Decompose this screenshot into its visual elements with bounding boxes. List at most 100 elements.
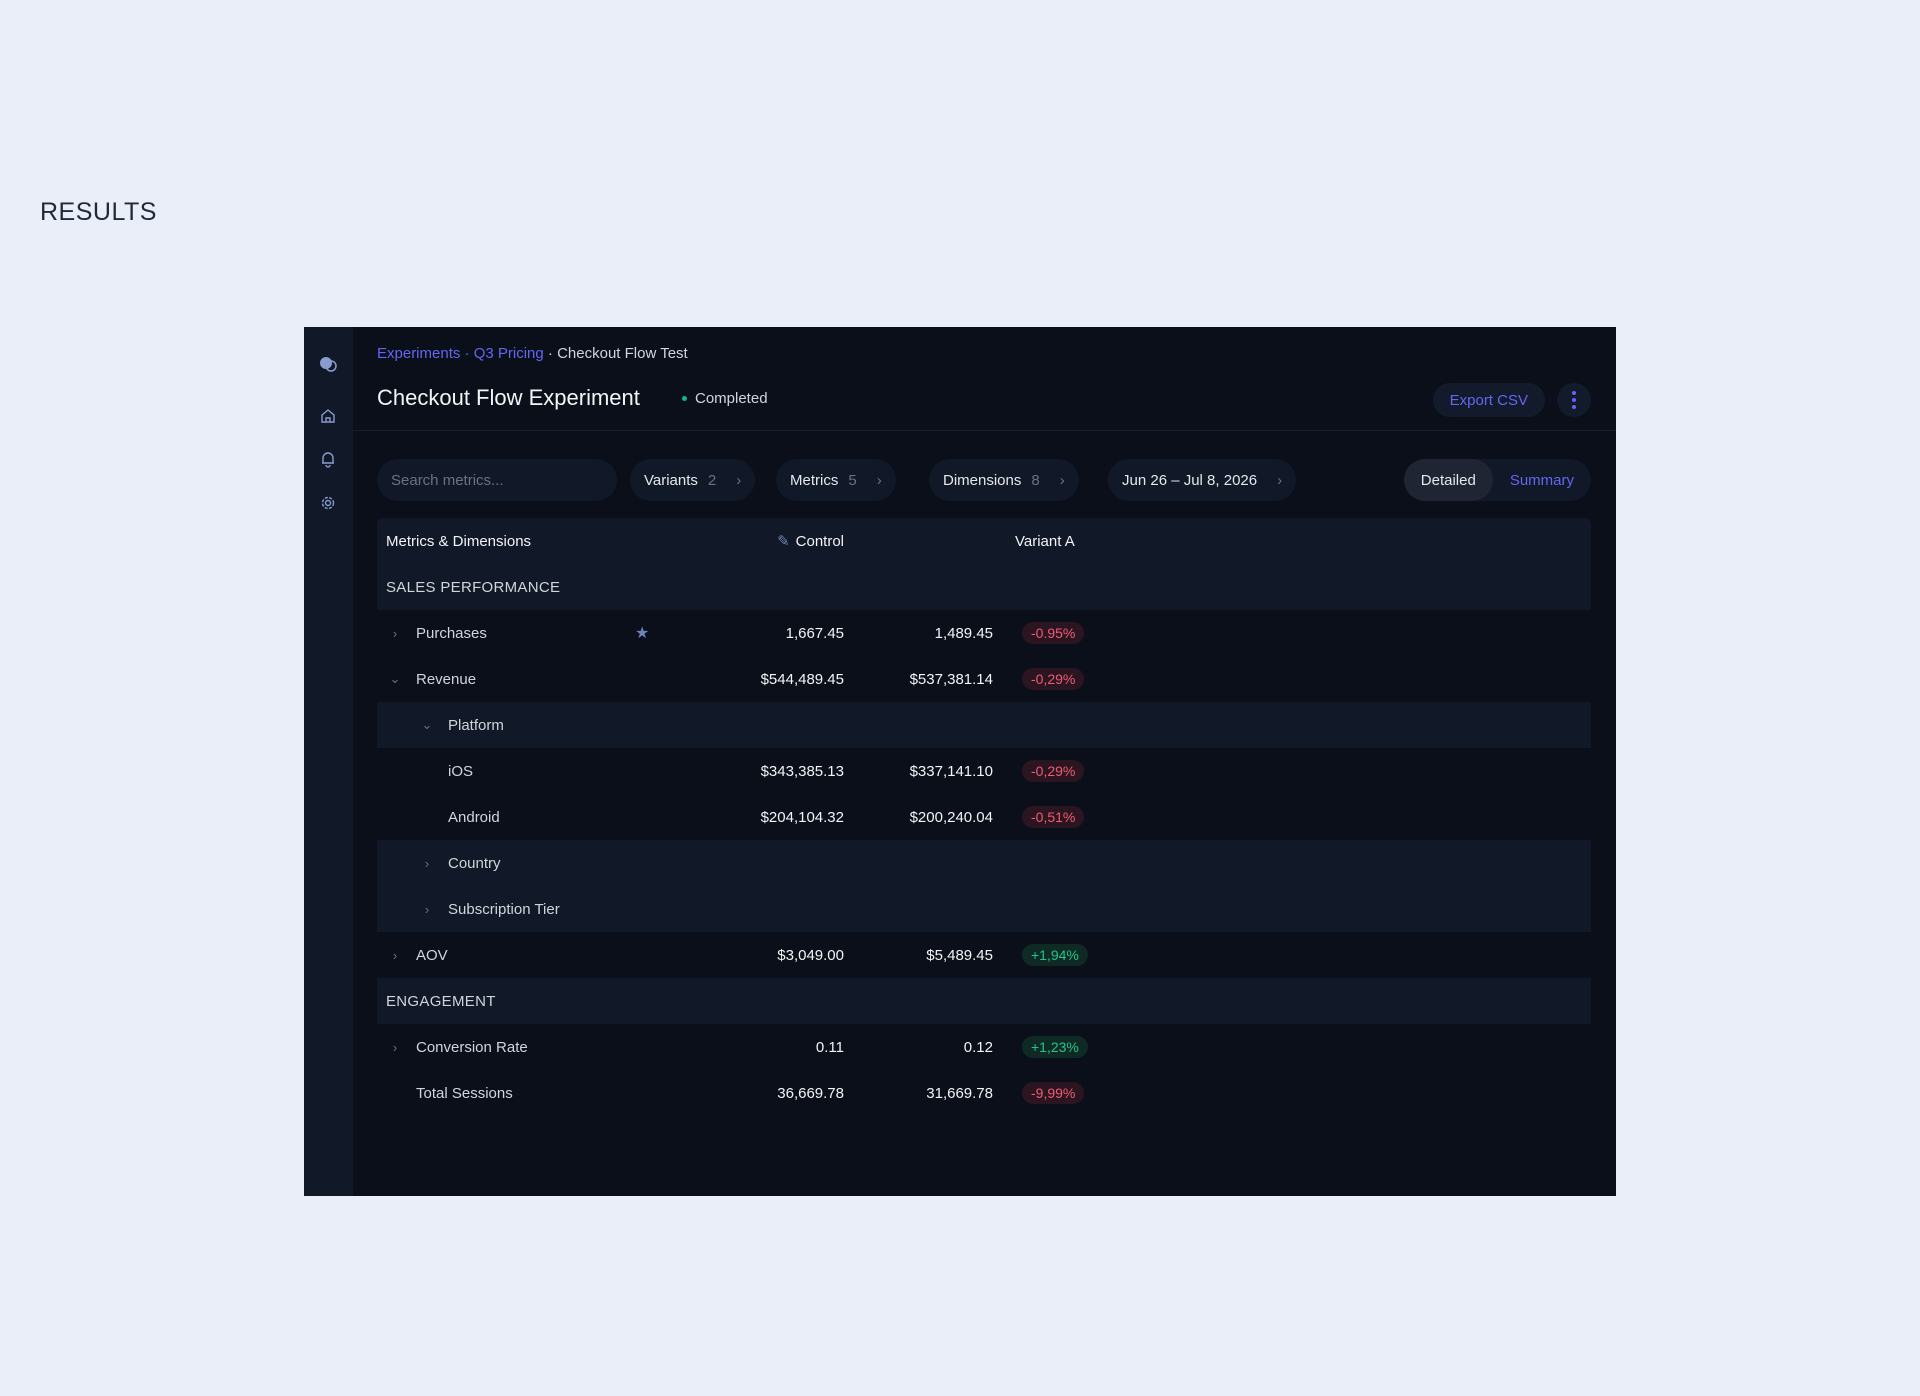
delta-badge: -0,51%: [1022, 806, 1085, 828]
control-value: 0.11: [815, 1038, 844, 1056]
delta-badge: -9,99%: [1022, 1082, 1085, 1104]
results-table: Metrics & Dimensions ✎ Control Variant A …: [377, 518, 1591, 1116]
table-row[interactable]: iOS $343,385.13 $337,141.10 -0,29%: [377, 748, 1591, 794]
variant-a-value: $5,489.45: [926, 946, 993, 964]
chevron-right-icon: ›: [736, 471, 742, 489]
row-label: Android: [448, 808, 500, 826]
section-label: ENGAGEMENT: [386, 992, 496, 1010]
control-value: $204,104.32: [760, 808, 844, 826]
bell-icon[interactable]: [318, 449, 338, 469]
chevron-right-icon[interactable]: ›: [424, 901, 430, 917]
table-row[interactable]: Android $204,104.32 $200,240.04 -0,51%: [377, 794, 1591, 840]
pin-icon[interactable]: ✎: [777, 533, 790, 550]
column-header-variant-a: Variant A: [1015, 532, 1075, 550]
breadcrumb-q3-pricing[interactable]: Q3 Pricing: [473, 345, 544, 362]
variants-filter[interactable]: Variants 2 ›: [630, 459, 756, 501]
page-title: Checkout Flow Experiment: [377, 385, 640, 410]
table-row[interactable]: › Purchases ★ 1,667.45 1,489.45 -0.95%: [377, 610, 1591, 656]
section-label: SALES PERFORMANCE: [386, 578, 561, 596]
breadcrumb-separator: ·: [547, 345, 553, 362]
variant-a-value: 1,489.45: [934, 624, 993, 642]
divider: [353, 430, 1616, 431]
control-value: $3,049.00: [777, 946, 844, 964]
table-header: Metrics & Dimensions ✎ Control Variant A: [377, 518, 1591, 564]
delta-badge: +1,23%: [1022, 1036, 1088, 1058]
filter-count: 5: [848, 471, 857, 489]
breadcrumb-current: Checkout Flow Test: [557, 345, 688, 362]
chevron-right-icon[interactable]: ›: [392, 947, 398, 963]
column-header-metrics: Metrics & Dimensions: [386, 532, 532, 550]
search-input[interactable]: Search metrics...: [377, 459, 617, 501]
chevron-right-icon[interactable]: ›: [424, 855, 430, 871]
filter-label: Jun 26 – Jul 8, 2026: [1122, 471, 1258, 489]
date-range-filter[interactable]: Jun 26 – Jul 8, 2026 ›: [1108, 459, 1297, 501]
view-detailed-button[interactable]: Detailed: [1403, 459, 1493, 501]
more-options-button[interactable]: [1557, 383, 1591, 417]
breadcrumb: Experiments · Q3 Pricing · Checkout Flow…: [377, 345, 688, 362]
variant-a-value: $200,240.04: [909, 808, 993, 826]
filter-count: 2: [707, 471, 717, 489]
variant-a-value: $537,381.14: [909, 670, 993, 688]
chevron-right-icon[interactable]: ›: [392, 625, 398, 641]
view-summary-button[interactable]: Summary: [1509, 471, 1574, 489]
app-panel: Experiments · Q3 Pricing · Checkout Flow…: [304, 327, 1616, 1196]
filter-label: Variants: [644, 471, 698, 489]
home-icon[interactable]: [318, 406, 338, 426]
chevron-down-icon[interactable]: ⌄: [389, 671, 401, 686]
row-label: Total Sessions: [416, 1084, 513, 1102]
table-row[interactable]: › Country: [377, 840, 1591, 886]
row-label: Platform: [448, 716, 504, 734]
table-row[interactable]: ⌄ Platform: [377, 702, 1591, 748]
table-row[interactable]: › Subscription Tier: [377, 886, 1591, 932]
metrics-filter[interactable]: Metrics 5 ›: [776, 459, 896, 501]
chevron-right-icon: ›: [876, 471, 882, 489]
view-toggle: Detailed Summary: [1403, 459, 1591, 501]
variant-a-value: 0.12: [963, 1038, 993, 1056]
variant-a-value: 31,669.78: [926, 1084, 993, 1102]
status-badge: Completed: [682, 390, 768, 407]
delta-badge: -0.95%: [1022, 622, 1085, 644]
filter-bar: Search metrics... Variants 2 › Metrics 5 › D…: [377, 459, 1591, 501]
table-row[interactable]: Total Sessions 36,669.78 31,669.78 -9,99…: [377, 1070, 1591, 1116]
chevron-right-icon: ›: [1277, 471, 1283, 489]
row-label: AOV: [416, 946, 448, 964]
status-dot-icon: [682, 396, 687, 401]
breadcrumb-experiments[interactable]: Experiments: [377, 345, 461, 362]
filter-label: Metrics: [790, 471, 839, 489]
status-text: Completed: [695, 390, 768, 407]
delta-badge: +1,94%: [1022, 944, 1088, 966]
chevron-right-icon[interactable]: ›: [392, 1039, 398, 1055]
table-row[interactable]: ⌄ Revenue $544,489.45 $537,381.14 -0,29%: [377, 656, 1591, 702]
more-vertical-icon: [1572, 391, 1576, 395]
table-row[interactable]: › Conversion Rate 0.11 0.12 +1,23%: [377, 1024, 1591, 1070]
control-value: $343,385.13: [760, 762, 844, 780]
row-label: Country: [448, 854, 501, 872]
dimensions-filter[interactable]: Dimensions 8 ›: [929, 459, 1079, 501]
page-heading: RESULTS: [40, 198, 157, 226]
export-csv-button[interactable]: Export CSV: [1432, 383, 1545, 417]
chevron-down-icon[interactable]: ⌄: [421, 717, 433, 732]
logo-icon[interactable]: [318, 354, 338, 374]
row-label: Revenue: [416, 670, 477, 688]
table-row[interactable]: › AOV $3,049.00 $5,489.45 +1,94%: [377, 932, 1591, 978]
filter-label: Dimensions: [943, 471, 1022, 489]
sidebar: [304, 327, 353, 1196]
delta-badge: -0,29%: [1022, 760, 1085, 782]
breadcrumb-separator: ·: [464, 345, 470, 362]
row-label: iOS: [448, 762, 474, 780]
variant-a-value: $337,141.10: [909, 762, 993, 780]
row-label: Conversion Rate: [416, 1038, 528, 1056]
section-header: ENGAGEMENT: [377, 978, 1591, 1024]
gear-icon[interactable]: [318, 493, 338, 513]
column-header-control[interactable]: ✎ Control: [667, 532, 844, 550]
column-label: Control: [795, 533, 844, 550]
filter-count: 8: [1031, 471, 1040, 489]
row-label: Subscription Tier: [448, 900, 560, 918]
control-value: $544,489.45: [760, 670, 844, 688]
section-header: SALES PERFORMANCE: [377, 564, 1591, 610]
chevron-right-icon: ›: [1059, 471, 1065, 489]
row-label: Purchases: [416, 624, 487, 642]
star-icon[interactable]: ★: [635, 625, 650, 642]
control-value: 1,667.45: [785, 624, 844, 642]
control-value: 36,669.78: [777, 1084, 844, 1102]
